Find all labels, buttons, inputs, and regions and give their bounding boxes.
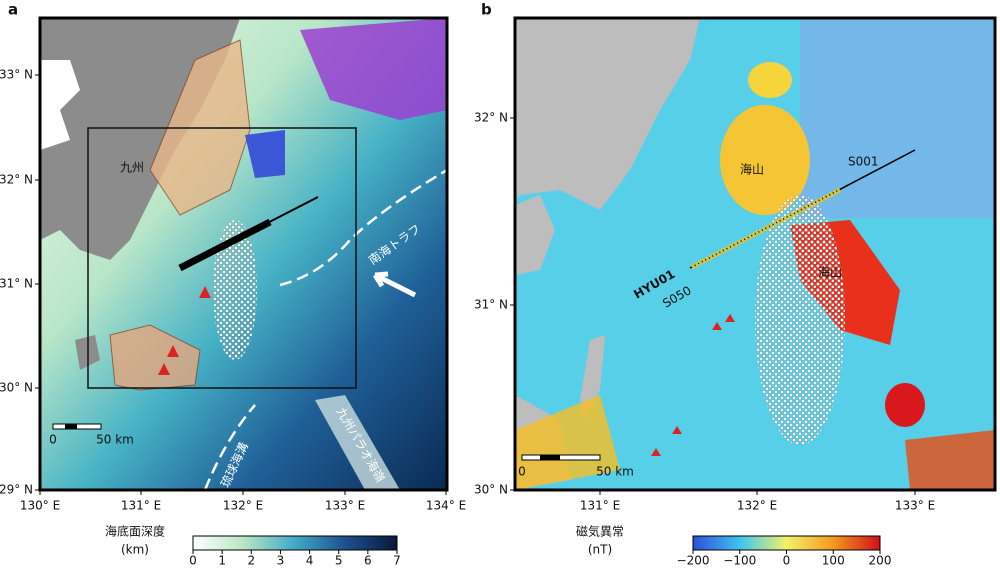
y-tick-label: 31° N (0, 277, 33, 291)
map-a: 九州 南海トラフ 琉球海溝 九州パラオ海嶺 0 50 km (40, 18, 447, 490)
x-tick-label: 133° E (895, 499, 935, 513)
colorbar-tick-label: 0 (783, 554, 791, 568)
arrow (372, 271, 417, 298)
zone (300, 18, 447, 120)
map-b: 海山 海山 S001 S050 HYU01 0 50 km (515, 18, 995, 490)
zone (109, 324, 201, 391)
colorbar-title: 磁気異常 (576, 524, 624, 539)
epicenters (213, 220, 257, 360)
x-tick-label: 131° E (121, 499, 161, 513)
annotation: 九州 (120, 161, 144, 175)
colorbar-tick-label: 7 (393, 554, 401, 568)
colorbar-tick-label: −100 (723, 554, 756, 568)
x-tick-label: 133° E (325, 499, 365, 513)
zone (245, 130, 285, 178)
survey-line (178, 218, 272, 272)
land (515, 195, 555, 275)
epicenters (755, 195, 845, 445)
panel-label: b (481, 1, 492, 19)
y-tick-label: 32° N (474, 111, 508, 125)
region-box (87, 127, 357, 389)
map-frame (513, 16, 997, 492)
scale-label: 0 (49, 433, 57, 447)
y-tick-label: 31° N (474, 298, 508, 312)
annotation: 海山 (818, 265, 842, 280)
y-tick-label: 29° N (0, 483, 33, 497)
x-tick-label: 132° E (737, 499, 777, 513)
colorbar (692, 535, 881, 551)
scale-label: 0 (518, 465, 526, 479)
colorbar-tick-label: 4 (306, 554, 314, 568)
scale-bar (65, 424, 77, 429)
colorbar-tick-label: 6 (364, 554, 372, 568)
y-tick-label: 30° N (0, 381, 33, 395)
x-tick-label: 130° E (20, 499, 60, 513)
trench-line (203, 404, 256, 490)
anomaly-high (885, 383, 925, 427)
x-tick-label: 134° E (426, 499, 466, 513)
land (515, 18, 700, 210)
colorbar-tick-label: 2 (247, 554, 255, 568)
colorbar (192, 535, 398, 551)
scale-bar (540, 455, 560, 460)
volcano (158, 286, 211, 375)
scale-label: 50 km (96, 433, 134, 447)
colorbar-unit: (km) (121, 543, 149, 557)
colorbar-tick-label: 200 (869, 554, 892, 568)
colorbar-title: 海底面深度 (105, 524, 165, 539)
anomaly-high (748, 62, 792, 98)
colorbar-unit: (nT) (588, 543, 612, 557)
trough-line (279, 168, 447, 287)
anomaly-high (905, 430, 995, 490)
colorbar-tick-label: −200 (677, 554, 710, 568)
x-tick-label: 131° E (580, 499, 620, 513)
scale-label: 50 km (596, 465, 634, 479)
anomaly-high (515, 395, 620, 490)
colorbar-tick-label: 1 (218, 554, 226, 568)
colorbar-tick-label: 3 (277, 554, 285, 568)
annotation: S001 (848, 155, 879, 169)
y-tick-label: 33° N (0, 68, 33, 82)
panel-label: a (8, 1, 18, 19)
land (580, 335, 605, 420)
y-tick-label: 30° N (474, 483, 508, 497)
y-tick-label: 32° N (0, 173, 33, 187)
colorbar-tick-label: 5 (335, 554, 343, 568)
ridge (315, 395, 400, 490)
annotation: 海山 (740, 162, 764, 177)
colorbar-tick-label: 100 (822, 554, 845, 568)
scale-bar (521, 454, 601, 461)
land-light (40, 60, 80, 150)
field-patch (800, 18, 995, 218)
colorbar-tick-label: 0 (189, 554, 197, 568)
anomaly-high (720, 105, 810, 215)
x-tick-label: 132° E (223, 499, 263, 513)
